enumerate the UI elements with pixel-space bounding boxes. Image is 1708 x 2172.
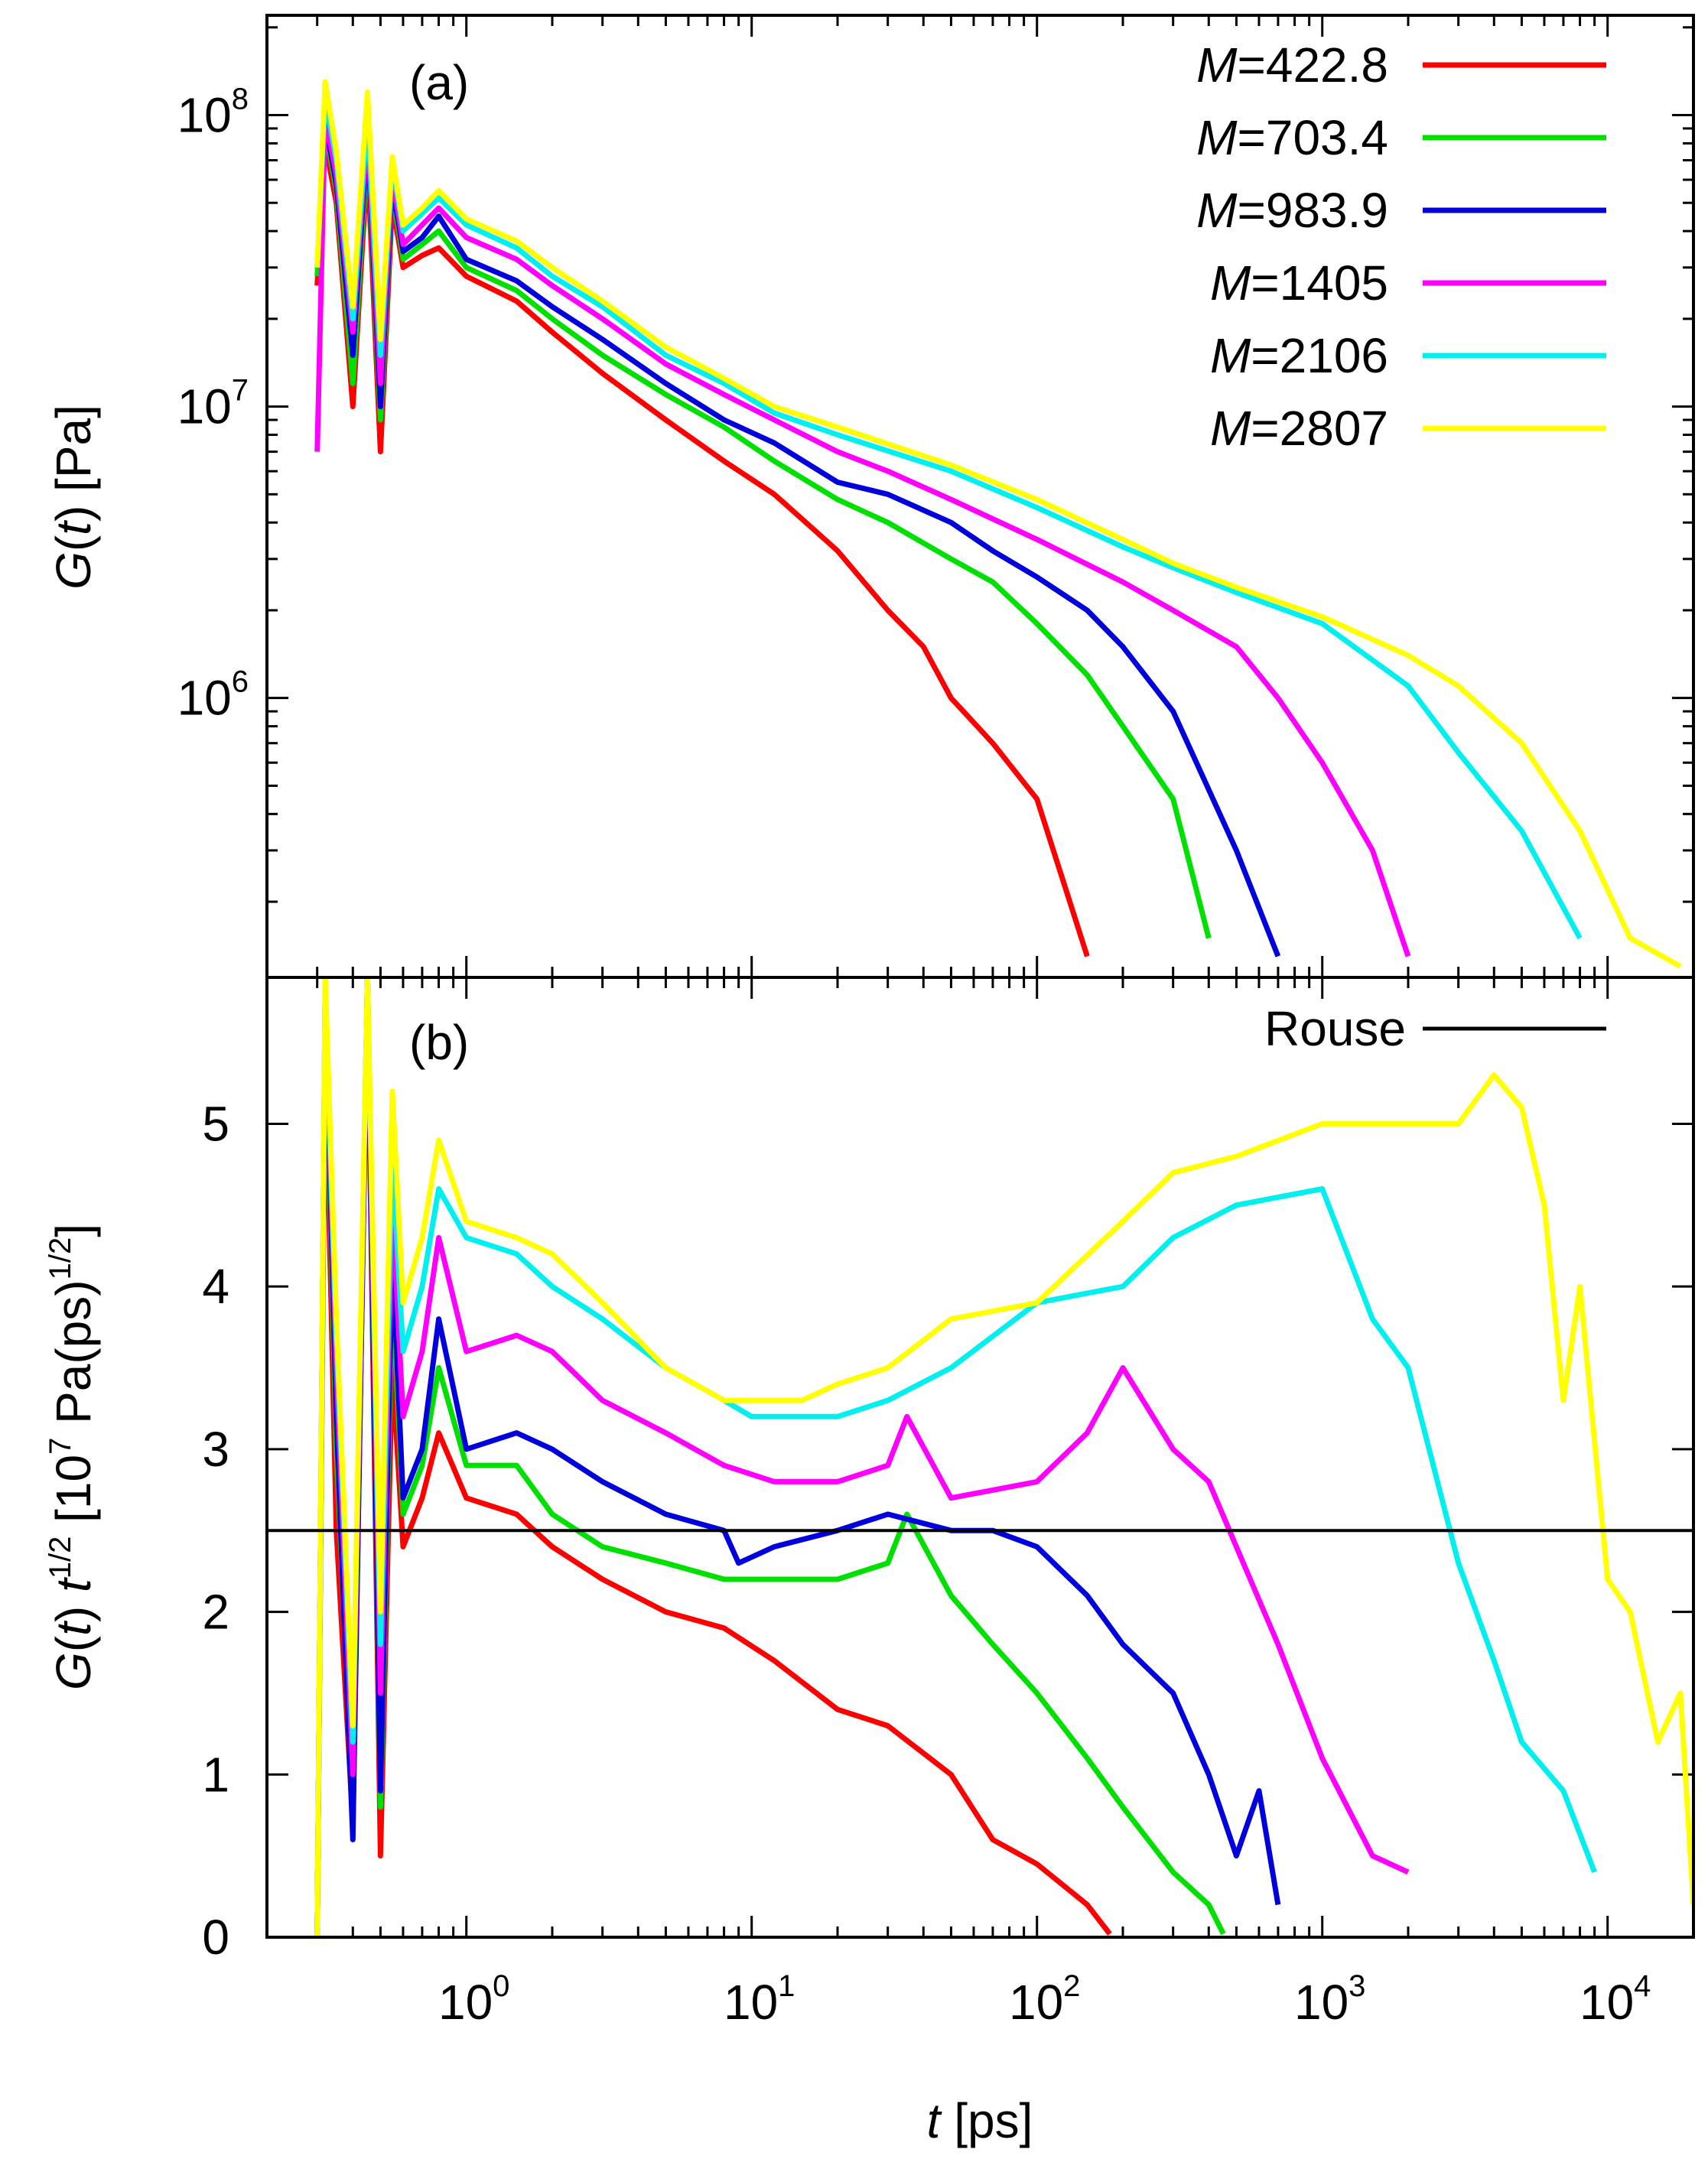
legend-label: M=2106 (1210, 328, 1388, 383)
panel-a-ytick-labels: 106 107 108 (177, 82, 249, 725)
panel-a-series-group (314, 79, 1682, 969)
series-line (314, 112, 1411, 958)
series-line (314, 125, 1212, 939)
series-line (314, 94, 1583, 940)
y-tick-label: 5 (202, 1096, 229, 1151)
y-tick-label: 107 (177, 374, 249, 434)
y-tick-label: 1 (202, 1747, 229, 1802)
panel-b-series-group (267, 977, 1693, 1937)
panel-a: 106 107 108 (a) M=422.8 M=703.4 M=983.9 M=140… (46, 14, 1695, 979)
panel-b-ylabel: G(t) t1/2 [107 Pa(ps)1/2] (44, 1224, 101, 1690)
series-line (314, 990, 1112, 1937)
legend-label: M=2807 (1210, 401, 1388, 456)
series-line (314, 79, 1682, 969)
x-tick-label: 102 (1009, 1969, 1080, 2030)
panel-a-frame (265, 14, 1695, 979)
x-tick-label: 100 (438, 1969, 509, 2030)
legend-label: M=703.4 (1196, 110, 1388, 165)
panel-b-legend: Rouse (1264, 1001, 1606, 1056)
panel-a-legend: M=422.8 M=703.4 M=983.9 M=1405 M=2106 M=2807 (1196, 37, 1606, 456)
y-tick-label: 108 (177, 82, 249, 142)
y-tick-label: 3 (202, 1422, 229, 1477)
panel-b: 0 1 2 3 4 5 100 101 102 103 104 (b) Rouse G(t) t1… (44, 976, 1695, 2148)
x-tick-label: 101 (724, 1969, 795, 2030)
panel-a-ticks (265, 15, 1695, 977)
panel-b-label: (b) (409, 1015, 469, 1070)
legend-label: M=983.9 (1196, 183, 1388, 238)
series-line (314, 977, 1410, 1937)
legend-label: M=1405 (1210, 255, 1388, 311)
y-tick-label: 0 (202, 1910, 229, 1965)
y-tick-label: 106 (177, 665, 249, 726)
legend-label: Rouse (1264, 1001, 1406, 1056)
legend-label: M=422.8 (1196, 37, 1388, 93)
series-line (314, 119, 1281, 958)
panel-a-ylabel: G(t) [Pa] (46, 405, 101, 590)
panel-b-frame (265, 976, 1695, 1939)
series-line (314, 140, 1090, 958)
x-tick-label: 104 (1579, 1969, 1651, 2030)
series-line (314, 977, 1226, 1937)
panel-a-label: (a) (409, 55, 469, 110)
y-tick-label: 4 (202, 1259, 229, 1314)
panel-b-xlabel: t [ps] (927, 2093, 1033, 2148)
panel-b-xtick-labels: 100 101 102 103 104 (438, 1969, 1651, 2030)
series-line (314, 977, 1693, 1937)
y-tick-label: 2 (202, 1585, 229, 1640)
panel-b-ytick-labels: 0 1 2 3 4 5 (202, 1096, 229, 1965)
panel-b-ticks (265, 977, 1695, 1939)
x-tick-label: 103 (1294, 1969, 1365, 2030)
